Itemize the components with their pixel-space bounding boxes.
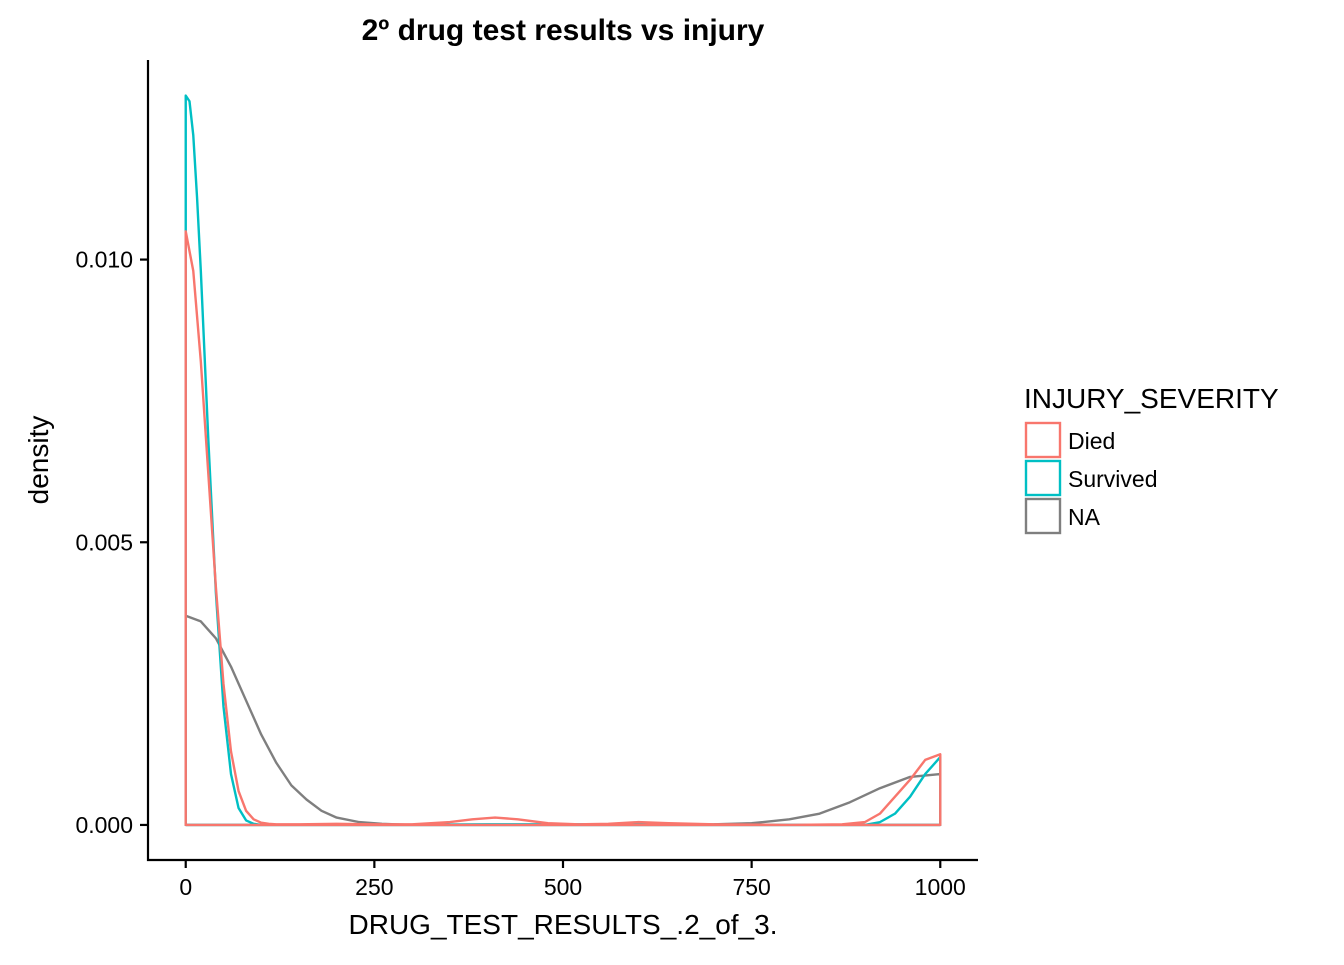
density-curve-died [184, 230, 942, 827]
y-tick-label: 0.005 [75, 529, 133, 555]
x-tick-label: 750 [732, 874, 770, 900]
density-curve-survived [184, 94, 942, 827]
plot-area: 0 250 500 750 1000 0.000 0.005 0.010 [75, 60, 978, 900]
legend-key-na [1024, 497, 1062, 535]
x-tick-label: 500 [544, 874, 582, 900]
y-tick-label: 0.000 [75, 812, 133, 838]
legend-title: INJURY_SEVERITY [1024, 383, 1279, 414]
legend-label-survived: Survived [1068, 466, 1157, 492]
legend-key-died [1024, 421, 1062, 459]
legend-label-na: NA [1068, 504, 1101, 530]
legend: INJURY_SEVERITY Died Survived NA [1024, 383, 1279, 535]
y-tick-label: 0.010 [75, 247, 133, 273]
legend-key-survived [1024, 459, 1062, 497]
x-tick-label: 250 [355, 874, 393, 900]
axis-lines [146, 60, 978, 862]
density-curve-na [184, 614, 942, 827]
x-tick-label: 1000 [915, 874, 966, 900]
chart-title: 2º drug test results vs injury [362, 14, 765, 47]
x-axis-title: DRUG_TEST_RESULTS_.2_of_3. [349, 909, 778, 940]
x-tick-label: 0 [179, 874, 192, 900]
y-axis-title: density [23, 416, 54, 505]
legend-label-died: Died [1068, 428, 1115, 454]
